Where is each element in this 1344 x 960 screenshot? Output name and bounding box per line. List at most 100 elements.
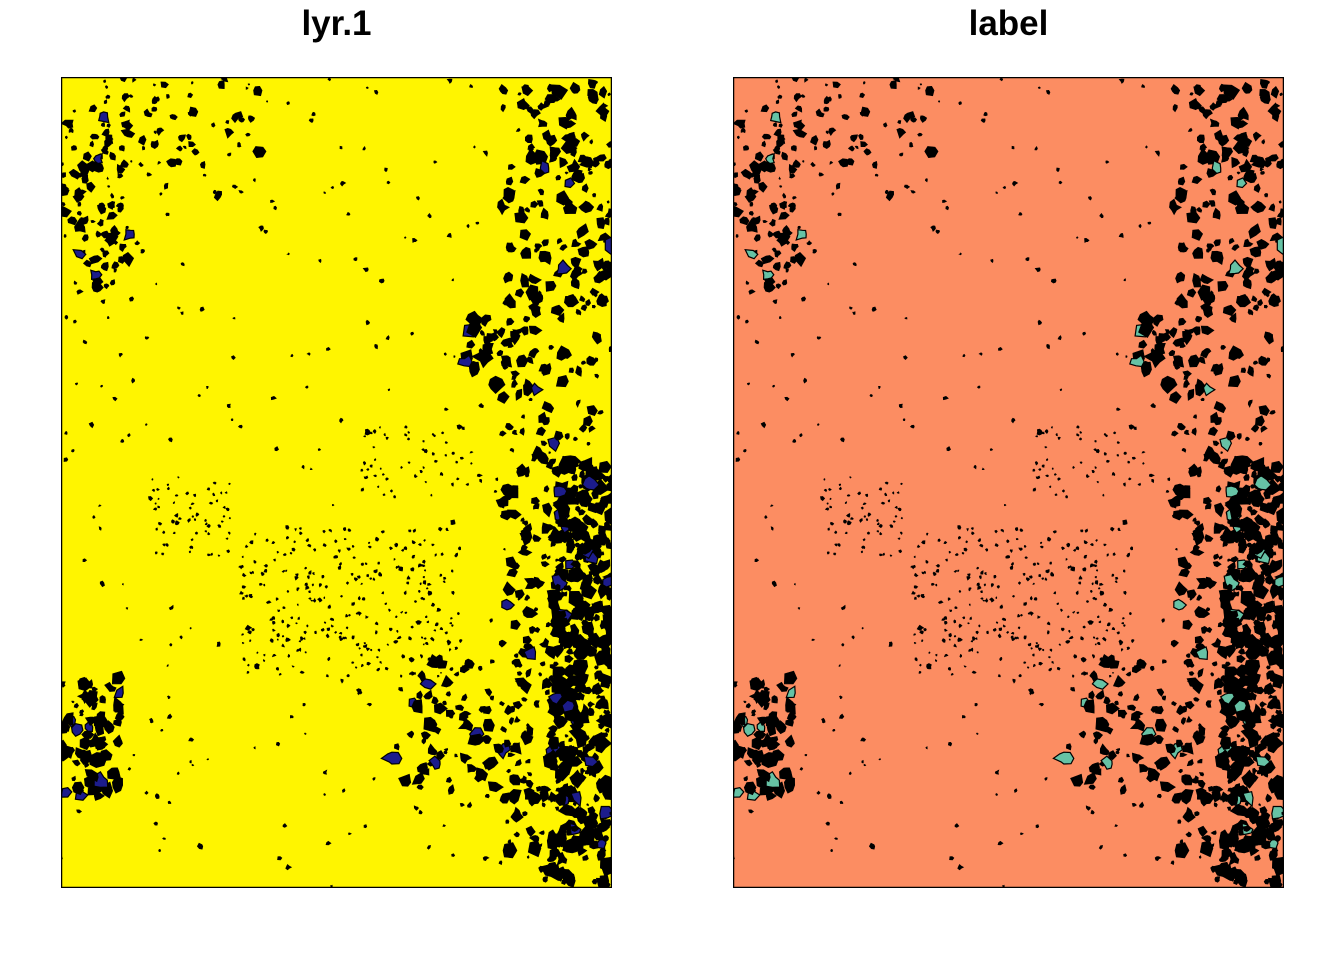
map-feature xyxy=(1236,459,1252,472)
map-feature xyxy=(372,429,377,434)
map-feature xyxy=(1006,631,1009,634)
map-feature xyxy=(1041,431,1045,435)
map-feature xyxy=(597,410,604,415)
map-feature xyxy=(141,145,146,151)
map-feature xyxy=(1117,527,1121,532)
map-feature xyxy=(369,431,373,435)
map-feature xyxy=(800,296,807,302)
map-feature xyxy=(770,526,774,531)
map-patch xyxy=(92,152,104,165)
map-feature xyxy=(1095,448,1100,454)
map-feature xyxy=(1035,435,1039,438)
map-feature xyxy=(1123,451,1127,455)
map-feature xyxy=(1147,767,1161,782)
map-feature xyxy=(238,190,244,194)
map-feature xyxy=(1253,183,1261,193)
map-feature xyxy=(104,721,111,730)
map-feature xyxy=(1224,499,1243,521)
map-feature xyxy=(526,723,530,727)
map-feature xyxy=(1065,743,1072,751)
map-feature xyxy=(513,831,520,838)
map-feature xyxy=(595,713,612,729)
map-feature xyxy=(1188,354,1201,368)
map-feature xyxy=(1129,717,1146,732)
map-feature xyxy=(204,530,208,533)
map-feature xyxy=(225,537,229,540)
map-feature xyxy=(388,627,393,632)
map-feature xyxy=(995,621,999,624)
map-feature xyxy=(593,293,598,298)
map-feature xyxy=(1151,478,1155,484)
map-feature xyxy=(925,85,935,97)
map-feature xyxy=(205,385,209,389)
map-feature xyxy=(1024,556,1028,559)
map-feature xyxy=(835,182,841,190)
map-feature xyxy=(557,556,567,563)
map-feature xyxy=(538,830,545,835)
map-feature xyxy=(125,607,129,610)
map-feature xyxy=(850,134,858,143)
map-feature xyxy=(189,545,194,550)
map-feature xyxy=(166,663,169,667)
map-feature xyxy=(470,462,473,465)
map-feature xyxy=(1131,639,1135,644)
map-feature xyxy=(844,531,848,535)
map-feature xyxy=(144,790,149,795)
map-feature xyxy=(103,79,107,83)
map-feature xyxy=(565,648,574,655)
map-feature xyxy=(1016,636,1019,640)
map-feature xyxy=(740,127,746,134)
map-feature xyxy=(969,616,972,620)
map-feature xyxy=(582,574,593,588)
map-feature xyxy=(77,677,93,692)
map-feature xyxy=(525,667,532,678)
map-feature xyxy=(220,491,223,495)
map-feature xyxy=(944,629,948,632)
map-feature xyxy=(916,624,925,631)
map-feature xyxy=(968,648,972,652)
map-feature xyxy=(158,521,163,526)
map-feature xyxy=(525,148,543,165)
map-feature xyxy=(1037,319,1043,326)
map-feature xyxy=(439,627,444,631)
map-feature xyxy=(733,712,746,726)
map-feature xyxy=(965,540,968,544)
map-feature xyxy=(592,257,605,272)
map-feature xyxy=(903,184,911,189)
map-feature xyxy=(202,173,207,177)
map-feature xyxy=(311,111,316,117)
map-feature xyxy=(595,635,612,649)
map-feature xyxy=(190,538,194,542)
map-feature xyxy=(862,502,867,506)
map-feature xyxy=(533,627,541,633)
map-feature xyxy=(983,583,986,587)
map-feature xyxy=(945,205,950,211)
map-feature xyxy=(760,255,775,265)
map-feature xyxy=(466,339,476,349)
map-feature xyxy=(1048,656,1052,659)
map-feature xyxy=(145,423,148,426)
map-feature xyxy=(786,708,792,713)
map-feature xyxy=(454,646,459,650)
map-feature xyxy=(772,299,778,305)
map-feature xyxy=(897,120,902,125)
map-feature xyxy=(120,128,136,138)
map-feature xyxy=(596,672,612,684)
map-feature xyxy=(507,343,514,348)
map-feature xyxy=(1076,236,1079,239)
map-feature xyxy=(351,601,356,606)
map-feature xyxy=(838,486,842,491)
map-feature xyxy=(743,700,747,704)
map-feature xyxy=(976,582,980,587)
map-feature xyxy=(958,252,962,256)
map-feature xyxy=(989,448,994,451)
map-feature xyxy=(1012,180,1019,187)
map-feature xyxy=(387,388,391,392)
map-feature xyxy=(591,682,603,695)
map-feature xyxy=(522,635,533,645)
map-feature xyxy=(817,423,820,426)
map-feature xyxy=(263,229,268,234)
map-feature xyxy=(1268,203,1276,212)
map-feature xyxy=(306,575,310,580)
map-feature xyxy=(882,552,886,556)
